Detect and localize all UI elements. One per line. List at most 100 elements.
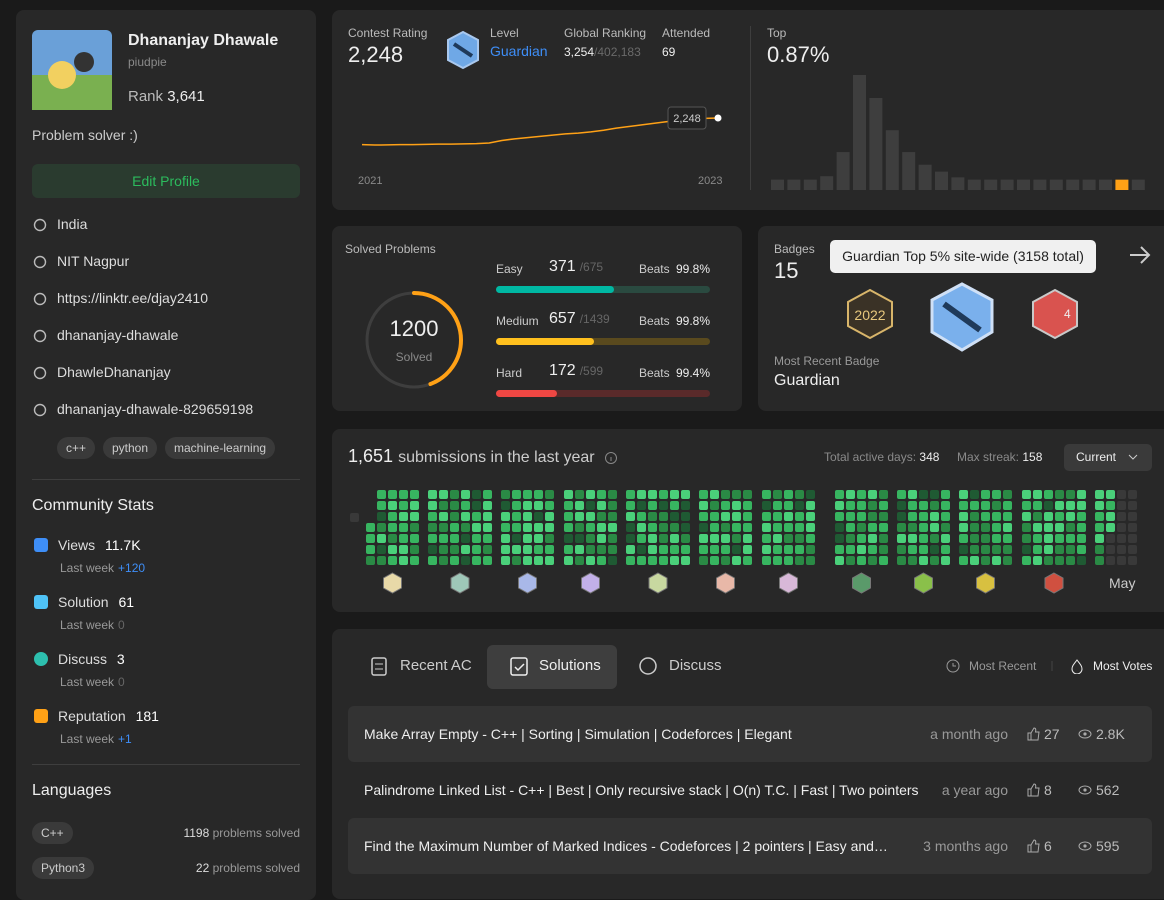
heat-cell (806, 556, 815, 565)
heat-cell (1066, 545, 1075, 554)
heat-cell (1044, 556, 1053, 565)
tab[interactable]: Solutions (539, 657, 601, 674)
heat-cell (857, 534, 866, 543)
stat-value: 181 (135, 708, 159, 724)
heat-cell (784, 501, 793, 510)
heat-cell (501, 556, 510, 565)
stat-delta: 0 (118, 618, 125, 632)
heat-cell (846, 523, 855, 532)
heat-cell (743, 490, 752, 499)
next-arrow[interactable] (1128, 244, 1152, 266)
distribution-bar (836, 152, 850, 190)
heat-cell (762, 501, 771, 510)
heat-cell (1022, 534, 1031, 543)
sort-option[interactable]: Most Recent (969, 659, 1037, 673)
heat-cell (564, 534, 573, 543)
heat-cell (439, 545, 448, 554)
heat-cell (1066, 512, 1075, 521)
stat-sub: Last week 0 (60, 675, 125, 689)
heat-cell (835, 545, 844, 554)
solution-title[interactable]: Find the Maximum Number of Marked Indice… (364, 838, 888, 854)
heat-cell (699, 556, 708, 565)
heat-cell (1077, 556, 1086, 565)
heat-cell (670, 556, 679, 565)
heat-cell (377, 523, 386, 532)
heat-cell (795, 490, 804, 499)
tab[interactable]: Discuss (669, 657, 722, 674)
heat-cell (648, 556, 657, 565)
heat-cell (1077, 512, 1086, 521)
heat-cell (784, 534, 793, 543)
active-tab[interactable] (487, 645, 617, 689)
month-badge (648, 572, 668, 594)
heat-cell (930, 512, 939, 521)
heat-cell (1044, 512, 1053, 521)
tab[interactable]: Recent AC (400, 657, 472, 674)
heat-cell (897, 523, 906, 532)
heat-cell (981, 534, 990, 543)
heat-cell (608, 512, 617, 521)
info-icon (33, 403, 47, 417)
heat-cell (388, 556, 397, 565)
heat-cell (608, 534, 617, 543)
stat-value: 3 (116, 651, 125, 667)
heat-cell (523, 501, 532, 510)
heat-cell (1095, 545, 1104, 554)
heat-cell (762, 512, 771, 521)
distribution-bar (1049, 179, 1063, 190)
heat-cell (806, 501, 815, 510)
heat-cell (439, 490, 448, 499)
heat-cell (399, 523, 408, 532)
heat-cell (930, 501, 939, 510)
heat-cell (846, 534, 855, 543)
info-text: dhananjay-dhawale-829659198 (57, 401, 254, 417)
heat-cell (1044, 523, 1053, 532)
edit-profile-button[interactable]: Edit Profile (32, 164, 300, 198)
heat-cell (608, 501, 617, 510)
heat-cell (1055, 523, 1064, 532)
solution-title[interactable]: Make Array Empty - C++ | Sorting | Simul… (364, 726, 792, 742)
heat-cell (586, 490, 595, 499)
heat-cell (534, 545, 543, 554)
heat-cell (428, 490, 437, 499)
heat-cell (681, 556, 690, 565)
heat-cell (659, 523, 668, 532)
distribution-bar (951, 177, 965, 190)
heat-cell (1055, 490, 1064, 499)
sort-option[interactable]: Most Votes (1093, 659, 1153, 673)
info-text: DhawleDhananjay (57, 364, 171, 380)
period-dropdown[interactable]: Current (1064, 444, 1152, 471)
heat-cell (377, 534, 386, 543)
heat-cell (773, 534, 782, 543)
distribution-bar (1099, 179, 1112, 190)
solved-title: Solved Problems (345, 242, 436, 256)
solution-title[interactable]: Palindrome Linked List - C++ | Best | On… (364, 782, 919, 798)
heat-cell (637, 501, 646, 510)
heat-cell (710, 512, 719, 521)
heat-cell (868, 490, 877, 499)
heat-cell (981, 556, 990, 565)
distribution-bar (1131, 179, 1145, 190)
heat-cell (461, 534, 470, 543)
heat-cell (483, 556, 492, 565)
heat-cell (545, 545, 554, 554)
info-icon[interactable] (604, 451, 618, 465)
level-label: Level (490, 26, 519, 40)
heat-cell (388, 545, 397, 554)
heat-cell (461, 512, 470, 521)
month-badge (518, 572, 537, 594)
info-text: https://linktr.ee/djay2410 (57, 290, 208, 306)
heat-cell (564, 523, 573, 532)
svg-text:2022: 2022 (854, 307, 885, 323)
month-badge (976, 572, 995, 594)
heat-cell (1022, 512, 1031, 521)
difficulty-count: 371/675 (549, 258, 603, 276)
heat-cell (710, 523, 719, 532)
heat-cell (670, 534, 679, 543)
divider (750, 26, 751, 190)
heat-cell (1106, 534, 1115, 543)
heat-cell (461, 490, 470, 499)
solved-card (332, 226, 742, 411)
beats: Beats 99.8% (639, 314, 710, 328)
heat-cell (1077, 523, 1086, 532)
